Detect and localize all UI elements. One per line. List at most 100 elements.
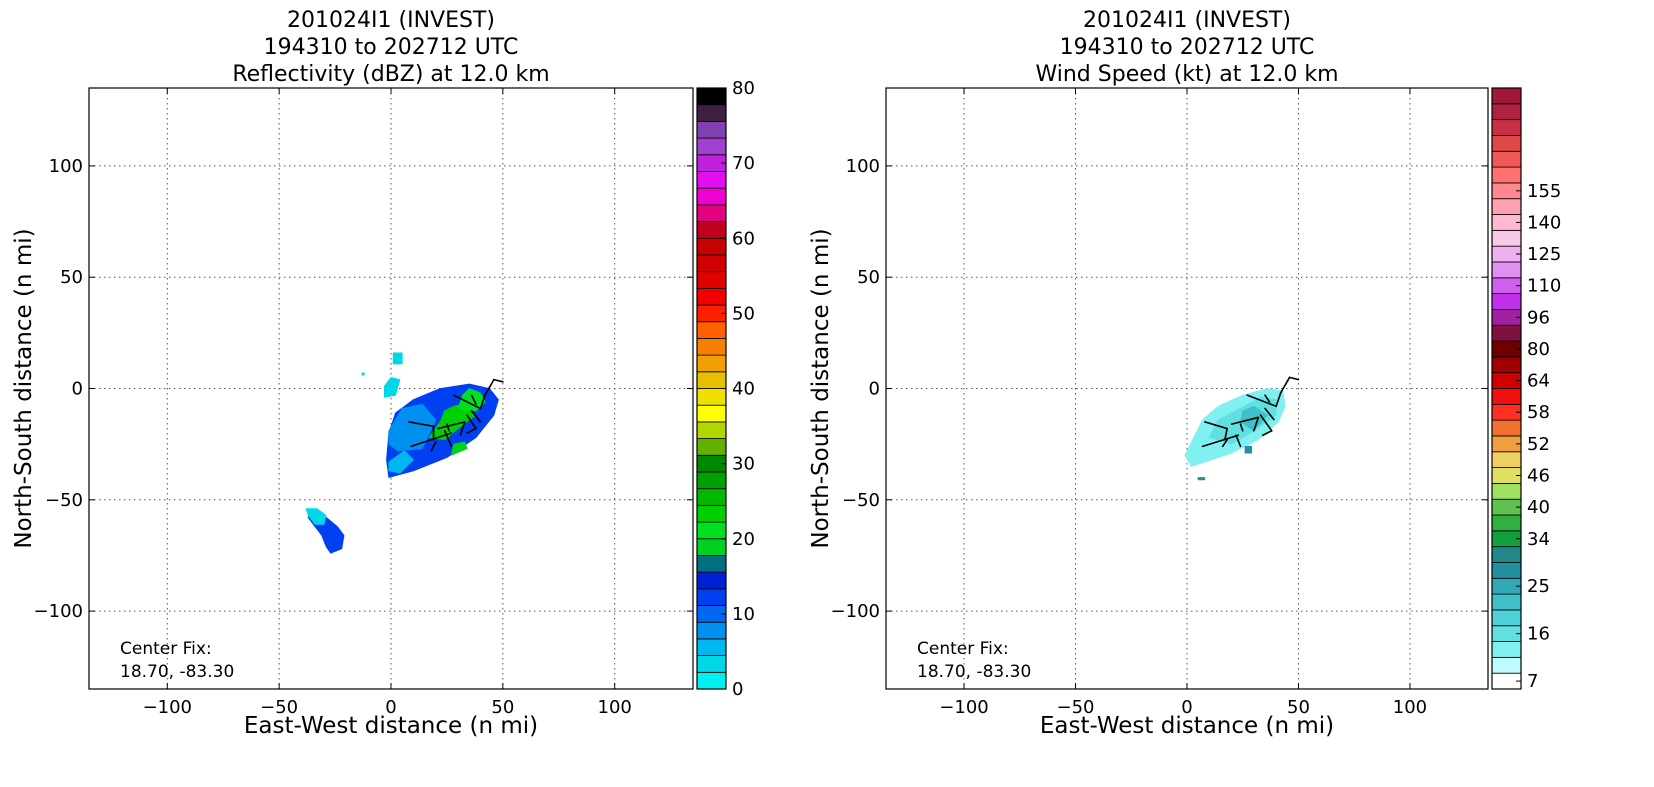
chart-title-line: 194310 to 202712 UTC bbox=[264, 35, 519, 60]
wind-barb bbox=[1264, 407, 1275, 421]
x-tick-label: −100 bbox=[143, 697, 192, 718]
center-fix-annotation: Center Fix: bbox=[917, 639, 1009, 659]
colorbar-tick-label: 20 bbox=[732, 529, 755, 550]
center-fix-annotation: 18.70, -83.30 bbox=[120, 662, 234, 682]
y-tick-label: 50 bbox=[857, 267, 880, 288]
wind-barb bbox=[1264, 394, 1271, 403]
colorbar-segment bbox=[1491, 119, 1522, 136]
colorbar-tick-label: 110 bbox=[1527, 276, 1561, 297]
colorbar-tick-label: 96 bbox=[1527, 307, 1550, 328]
colorbar-segment bbox=[696, 671, 727, 690]
colorbar-segment bbox=[696, 471, 727, 490]
colorbar-segment bbox=[696, 488, 727, 506]
reflectivity-panel: 201024I1 (INVEST)194310 to 202712 UTCRef… bbox=[11, 8, 755, 739]
colorbar-segment bbox=[696, 204, 727, 222]
y-tick-label: 0 bbox=[72, 379, 83, 400]
wind-barb bbox=[1221, 438, 1228, 448]
y-axis-label: North-South distance (n mi) bbox=[808, 228, 834, 548]
colorbar-segment bbox=[696, 388, 727, 406]
colorbar-segment bbox=[1491, 103, 1522, 121]
wind-barb bbox=[466, 414, 477, 430]
y-tick-label: −50 bbox=[842, 490, 880, 511]
wind-barb bbox=[1224, 427, 1228, 441]
colorbar-segment bbox=[696, 521, 727, 540]
x-tick-label: 0 bbox=[385, 697, 396, 718]
colorbar-tick-label: 64 bbox=[1527, 371, 1550, 392]
echo-field bbox=[305, 352, 504, 554]
wind-barb bbox=[437, 421, 466, 430]
colorbar-tick-label: 80 bbox=[732, 78, 755, 99]
colorbar-tick-label: 40 bbox=[1527, 497, 1550, 518]
colorbar-tick-label: 25 bbox=[1527, 576, 1550, 597]
colorbar-segment bbox=[1491, 135, 1522, 152]
colorbar-segment bbox=[1491, 87, 1522, 105]
colorbar-tick-label: 34 bbox=[1527, 529, 1550, 550]
colorbar-segment bbox=[696, 588, 727, 606]
colorbar-segment bbox=[1491, 546, 1522, 563]
colorbar-segment bbox=[1491, 293, 1522, 310]
x-tick-label: 100 bbox=[1393, 697, 1427, 718]
wind-barb bbox=[1253, 416, 1260, 432]
colorbar-segment bbox=[696, 421, 727, 439]
colorbar-segment bbox=[696, 137, 727, 156]
chart-title-line: 194310 to 202712 UTC bbox=[1060, 35, 1315, 60]
echo-region bbox=[1197, 477, 1206, 481]
colorbar-segment bbox=[696, 571, 727, 590]
colorbar-segment bbox=[1491, 514, 1522, 532]
wind-barb bbox=[1235, 434, 1242, 448]
wind-barb bbox=[1246, 394, 1277, 408]
echo-region bbox=[388, 450, 414, 474]
wind-barb bbox=[466, 427, 477, 434]
colorbar-segment bbox=[696, 338, 727, 356]
wind-barb bbox=[452, 394, 482, 410]
wind-barb bbox=[1288, 376, 1300, 381]
colorbar-tick-label: 7 bbox=[1527, 671, 1538, 692]
colorbar-segment bbox=[696, 187, 727, 206]
colorbar-segment bbox=[1491, 198, 1522, 215]
colorbar-segment bbox=[696, 120, 727, 139]
y-tick-label: −100 bbox=[34, 601, 83, 622]
colorbar-tick-label: 30 bbox=[732, 454, 755, 475]
wind-barb bbox=[1279, 376, 1291, 394]
x-tick-label: 100 bbox=[598, 697, 632, 718]
wind-barb bbox=[408, 421, 435, 428]
colorbar-segment bbox=[1491, 166, 1522, 184]
colorbar-segment bbox=[696, 104, 727, 122]
colorbar-segment bbox=[696, 504, 727, 523]
x-tick-label: 0 bbox=[1181, 697, 1192, 718]
y-tick-label: −100 bbox=[831, 601, 880, 622]
colorbar-segment bbox=[696, 404, 727, 423]
wind-barb bbox=[1262, 429, 1273, 437]
colorbar-segment bbox=[1491, 641, 1522, 658]
y-tick-label: 100 bbox=[846, 156, 880, 177]
wind-barb bbox=[1259, 414, 1273, 432]
colorbar-segment bbox=[696, 321, 727, 339]
colorbar-tick-label: 0 bbox=[732, 679, 743, 700]
colorbar-segment bbox=[1491, 229, 1522, 247]
colorbar-segment bbox=[696, 655, 727, 673]
colorbar-tick-label: 58 bbox=[1527, 402, 1550, 423]
colorbar-segment bbox=[696, 87, 727, 106]
colorbar-segment bbox=[1491, 150, 1522, 168]
x-tick-label: −50 bbox=[260, 697, 298, 718]
center-fix-annotation: 18.70, -83.30 bbox=[917, 662, 1031, 682]
colorbar-tick-label: 140 bbox=[1527, 212, 1561, 233]
colorbar-segment bbox=[696, 438, 727, 456]
x-tick-label: −100 bbox=[939, 697, 988, 718]
wind-barb bbox=[446, 423, 450, 432]
wind-barb bbox=[443, 429, 453, 448]
colorbar-segment bbox=[1491, 656, 1522, 674]
colorbar-segment bbox=[696, 354, 727, 373]
wind-barb bbox=[484, 378, 495, 396]
echo-region bbox=[392, 352, 403, 365]
y-tick-label: −50 bbox=[45, 490, 83, 511]
colorbar-segment bbox=[696, 237, 727, 256]
colorbar-segment bbox=[696, 371, 727, 389]
chart-title-line: Reflectivity (dBZ) at 12.0 km bbox=[232, 62, 549, 87]
colorbar-tick-label: 50 bbox=[732, 303, 755, 324]
y-tick-label: 100 bbox=[49, 156, 83, 177]
colorbar-segment bbox=[1491, 593, 1522, 611]
chart-title-line: Wind Speed (kt) at 12.0 km bbox=[1035, 62, 1338, 87]
colorbar-segment bbox=[696, 271, 727, 289]
